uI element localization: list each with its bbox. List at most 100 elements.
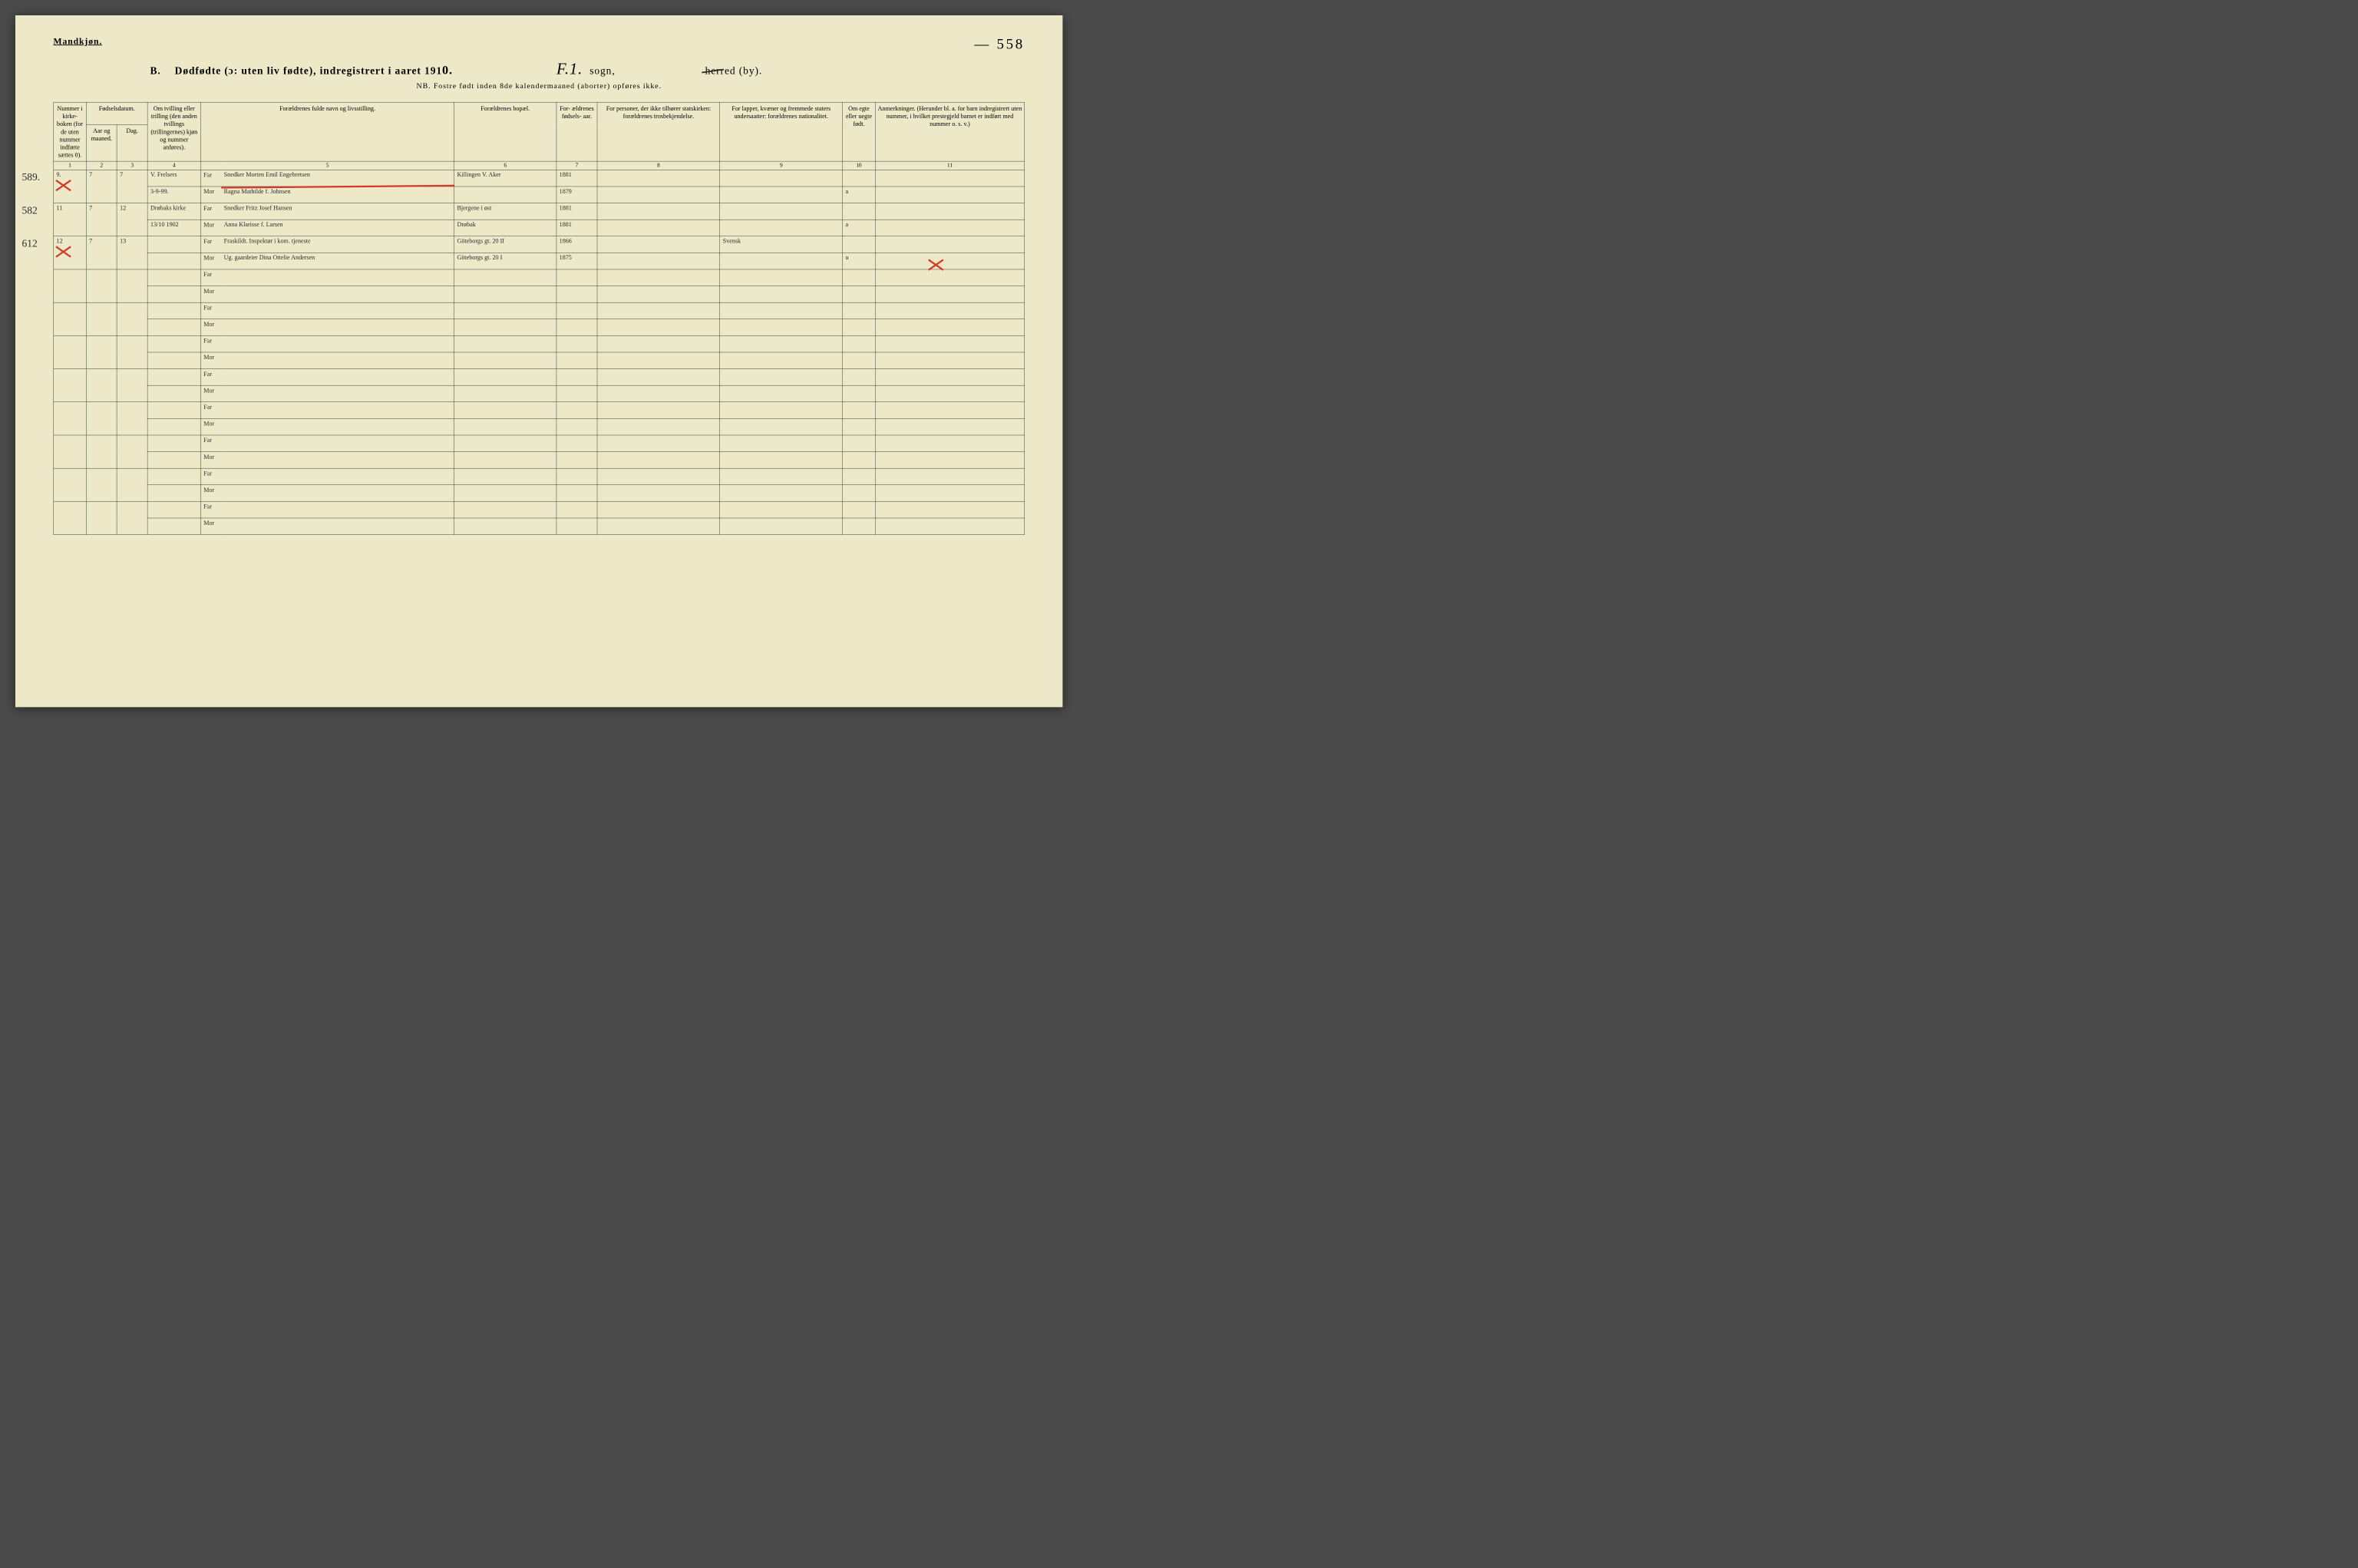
cell (147, 418, 200, 435)
cell (597, 485, 720, 502)
cell (556, 352, 597, 369)
cell (454, 402, 556, 419)
cell (454, 435, 556, 452)
cell: Snedker Fritz Josef Hansen (221, 203, 454, 220)
cell (221, 286, 454, 302)
cell (720, 187, 843, 203)
cell (875, 236, 1024, 253)
cell: a (843, 187, 876, 203)
cell (86, 335, 117, 368)
cell (843, 302, 876, 319)
table-row: 13/10 1902 Mor Anna Klarisse f. Larsen D… (54, 220, 1025, 236)
cell: Far (200, 335, 221, 352)
cell (597, 286, 720, 302)
cell (720, 501, 843, 518)
cell (720, 468, 843, 485)
table-row: Mor (54, 286, 1025, 302)
cell (147, 302, 200, 319)
cell (720, 368, 843, 385)
cell (54, 501, 87, 534)
cell (597, 368, 720, 385)
cell (875, 418, 1024, 435)
cell (875, 319, 1024, 336)
cell (147, 269, 200, 286)
cell (147, 402, 200, 419)
col-num: 8 (597, 161, 720, 170)
col-header-11: Anmerkninger. (Herunder bl. a. for barn … (875, 102, 1024, 161)
cell (221, 352, 454, 369)
herred-group: herred (by). (705, 65, 763, 77)
cell: Fraskildt. Inspektør i kom. tjeneste (221, 236, 454, 253)
cell: Drøbaks kirke (147, 203, 200, 220)
table-row: Far (54, 335, 1025, 352)
cell (720, 203, 843, 220)
ledger-page: Mandkjøn. — 558 B. Dødfødte (ɔ: uten liv… (15, 15, 1062, 707)
cell (147, 352, 200, 369)
cell: Mor (200, 187, 221, 203)
cell (843, 385, 876, 402)
cell (221, 518, 454, 535)
table-row: Mor (54, 418, 1025, 435)
cell (875, 402, 1024, 419)
cell: Mor (200, 518, 221, 535)
cell: Mor (200, 253, 221, 269)
cell (597, 236, 720, 253)
table-row: Mor (54, 518, 1025, 535)
cell (556, 402, 597, 419)
cell (556, 302, 597, 319)
cell (843, 286, 876, 302)
cell (597, 335, 720, 352)
cell (843, 468, 876, 485)
col-header-4: Om tvilling eller trill­ing (den anden t… (147, 102, 200, 161)
cell (454, 352, 556, 369)
cell (117, 269, 147, 302)
cell (875, 368, 1024, 385)
cell (86, 302, 117, 335)
cell (875, 518, 1024, 535)
title-row: B. Dødfødte (ɔ: uten liv fødte), indregi… (54, 60, 1025, 78)
cell (597, 302, 720, 319)
table-row: 61212 7 13 Far Fraskildt. Inspektør i ko… (54, 236, 1025, 253)
cell (843, 236, 876, 253)
cell (221, 451, 454, 468)
cell: 12 (117, 203, 147, 236)
cell (843, 451, 876, 468)
cell (454, 269, 556, 286)
table-head: Nummer i kirke- boken (for de uten numme… (54, 102, 1025, 170)
cell (454, 368, 556, 385)
cell (875, 187, 1024, 203)
cell: Anna Klarisse f. Larsen (221, 220, 454, 236)
sogn-handwritten: F.1. (556, 60, 583, 78)
cell (147, 319, 200, 336)
cell (597, 518, 720, 535)
cell: Mor (200, 286, 221, 302)
col-num: 5 (200, 161, 454, 170)
cell (843, 319, 876, 336)
cell (147, 468, 200, 485)
cell (875, 170, 1024, 187)
cell: Far (200, 402, 221, 419)
cell: Mor (200, 485, 221, 502)
cell (843, 518, 876, 535)
cell (875, 253, 1024, 269)
col-num: 2 (86, 161, 117, 170)
cell (147, 335, 200, 352)
cell (720, 269, 843, 286)
cell (86, 435, 117, 468)
col-num: 6 (454, 161, 556, 170)
cell (454, 187, 556, 203)
cell (597, 418, 720, 435)
cell: Mor (200, 220, 221, 236)
col-header-10: Om egte eller uegte født. (843, 102, 876, 161)
col-header-5: Forældrenes fulde navn og livsstilling. (200, 102, 454, 161)
cell: Bjergene i øst (454, 203, 556, 220)
cell (843, 203, 876, 220)
cell (117, 335, 147, 368)
cell (86, 269, 117, 302)
cell (556, 451, 597, 468)
cell: Snedker Morten Emil Engebretsen (221, 170, 454, 187)
cell (843, 368, 876, 385)
cell: Far (200, 468, 221, 485)
cell (720, 319, 843, 336)
title-prefix: B. (150, 65, 161, 77)
